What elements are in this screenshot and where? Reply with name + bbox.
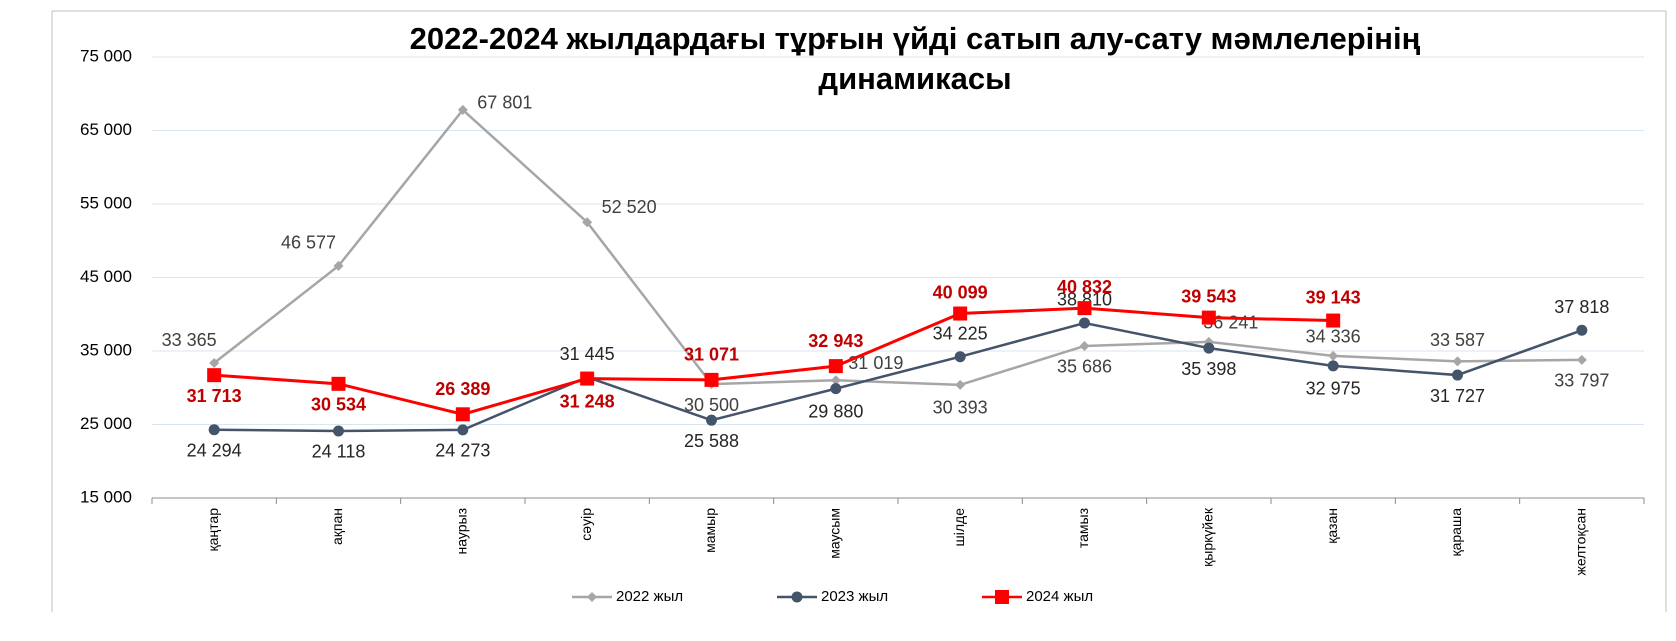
- data-label: 30 393: [933, 398, 988, 418]
- y-tick-label: 65 000: [80, 120, 132, 139]
- point: [331, 376, 346, 391]
- x-tick-label: мамыр: [702, 508, 718, 553]
- point: [791, 591, 803, 603]
- data-label: 37 818: [1554, 297, 1609, 317]
- y-tick-label: 35 000: [80, 340, 132, 359]
- x-tick-label: маусым: [827, 508, 843, 559]
- point: [333, 425, 344, 437]
- data-label: 38 810: [1057, 290, 1112, 310]
- point: [1203, 342, 1215, 354]
- data-label: 33 797: [1554, 371, 1609, 391]
- point: [1079, 317, 1090, 329]
- data-label: 25 588: [684, 431, 739, 451]
- data-label: 39 543: [1181, 286, 1236, 306]
- point: [333, 260, 344, 271]
- point: [1327, 360, 1339, 372]
- data-label: 31 713: [187, 386, 242, 406]
- x-tick-label: сәуір: [578, 508, 594, 541]
- y-tick-label: 45 000: [80, 267, 132, 286]
- data-label: 31 248: [560, 391, 615, 411]
- point: [830, 375, 841, 386]
- data-label: 31 019: [848, 353, 903, 373]
- x-tick-label: қараша: [1448, 508, 1464, 557]
- legend-label: 2024 жыл: [1026, 588, 1093, 605]
- data-label: 32 943: [808, 331, 863, 351]
- point: [706, 414, 717, 426]
- point: [455, 407, 470, 422]
- x-tick-label: тамыз: [1075, 508, 1091, 548]
- data-label: 31 445: [560, 344, 615, 364]
- data-label: 52 520: [602, 197, 657, 217]
- point: [1201, 310, 1216, 325]
- point: [1077, 301, 1092, 316]
- point: [1452, 369, 1463, 381]
- data-label: 33 365: [162, 330, 217, 350]
- point: [457, 104, 468, 115]
- x-tick-label: қазан: [1324, 508, 1340, 544]
- point: [207, 368, 222, 383]
- point: [704, 372, 719, 387]
- point: [457, 424, 469, 436]
- legend-label: 2022 жыл: [616, 588, 683, 605]
- point: [209, 358, 220, 369]
- y-tick-label: 75 000: [80, 46, 132, 65]
- title-line: динамикасы: [818, 61, 1011, 96]
- y-tick-label: 25 000: [80, 414, 132, 433]
- series-line: [214, 321, 1583, 433]
- data-label: 31 071: [684, 345, 739, 365]
- data-label: 34 225: [933, 323, 988, 343]
- data-label: 40 099: [933, 282, 988, 302]
- point: [1328, 350, 1339, 361]
- data-label: 40 832: [1057, 277, 1112, 297]
- data-label: 34 336: [1306, 327, 1361, 347]
- data-label: 24 294: [187, 440, 242, 460]
- x-tick-label: қаңтар: [205, 508, 221, 552]
- legend-label: 2023 жыл: [821, 588, 888, 605]
- data-label: 39 143: [1306, 287, 1361, 307]
- point: [828, 359, 843, 374]
- data-label: 67 801: [477, 93, 532, 113]
- point: [580, 371, 595, 386]
- data-label: 31 727: [1430, 386, 1485, 406]
- data-label: 29 880: [808, 401, 863, 421]
- point: [208, 424, 220, 436]
- point: [955, 379, 966, 390]
- x-tick-label: желтоқсан: [1573, 508, 1589, 576]
- point: [1452, 356, 1463, 367]
- point: [953, 306, 968, 321]
- point: [587, 592, 597, 602]
- y-tick-label: 55 000: [80, 193, 132, 212]
- data-label: 46 577: [281, 233, 336, 253]
- data-label: 26 389: [435, 379, 490, 399]
- point: [954, 351, 966, 363]
- x-tick-label: қыркүйек: [1200, 507, 1216, 567]
- point: [582, 217, 593, 228]
- data-label: 24 273: [435, 441, 490, 461]
- data-label: 24 118: [312, 442, 366, 462]
- y-tick-label: 15 000: [80, 487, 132, 506]
- point: [995, 590, 1009, 604]
- point: [1576, 324, 1588, 336]
- point: [1079, 340, 1090, 351]
- chart-title: 2022-2024 жылдардағы тұрғын үйді сатып а…: [410, 21, 1421, 96]
- data-label: 32 975: [1306, 379, 1361, 399]
- x-tick-label: шілде: [951, 508, 967, 547]
- point: [830, 383, 842, 395]
- series-line: [213, 108, 1582, 387]
- x-tick-label: наурыз: [454, 508, 470, 554]
- data-label: 30 500: [684, 395, 739, 415]
- series-line: [214, 306, 1334, 416]
- x-tick-label: ақпан: [329, 508, 345, 545]
- data-label: 35 398: [1181, 359, 1236, 379]
- data-label: 30 534: [311, 395, 366, 415]
- data-label: 33 587: [1430, 330, 1485, 350]
- data-label: 35 686: [1057, 357, 1112, 377]
- point: [1326, 313, 1341, 328]
- title-line: 2022-2024 жылдардағы тұрғын үйді сатып а…: [410, 21, 1421, 56]
- point: [1576, 354, 1587, 365]
